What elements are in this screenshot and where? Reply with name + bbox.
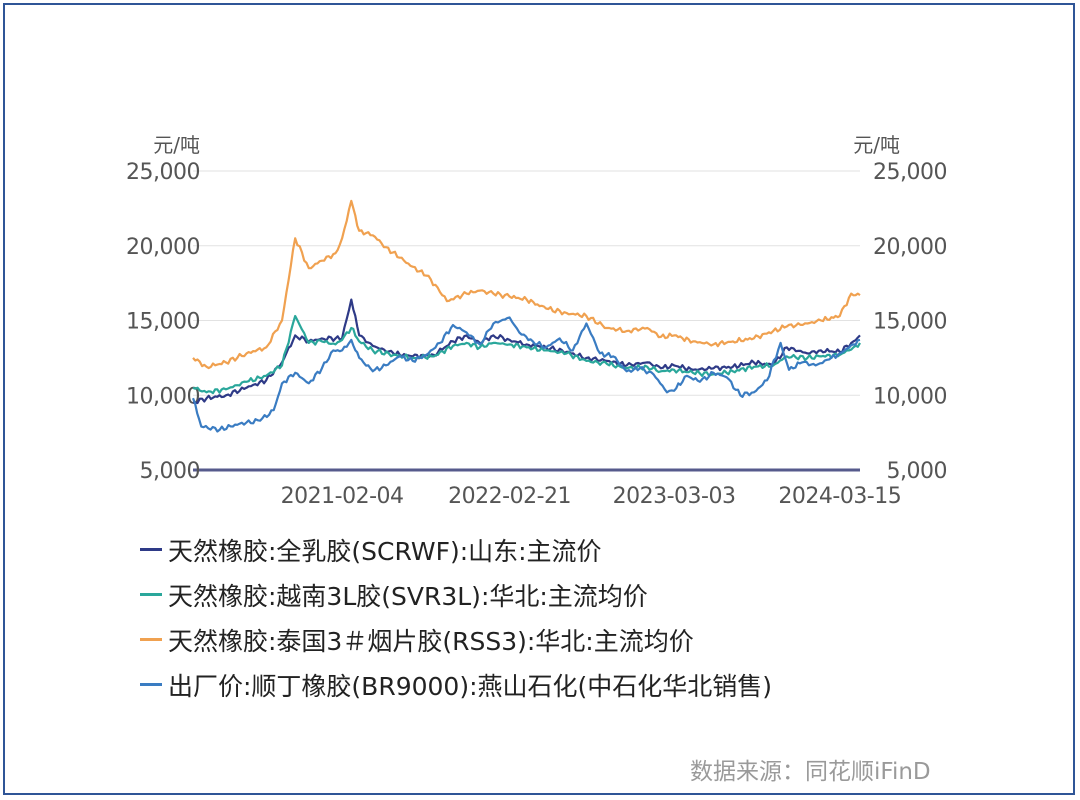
x-tick-label: 2022-02-21 [448, 484, 571, 509]
legend-swatch-rss3 [140, 638, 162, 641]
x-tick-label: 2021-02-04 [281, 484, 404, 509]
figure-frame [3, 3, 1075, 795]
legend-label-scrwf: 天然橡胶:全乳胶(SCRWF):山东:主流价 [168, 536, 602, 566]
legend-swatch-svr3l [140, 593, 162, 596]
right-y-tick-label: 15,000 [873, 310, 947, 335]
legend-label-rss3: 天然橡胶:泰国3＃烟片胶(RSS3):华北:主流均价 [168, 626, 694, 656]
right-y-tick-label: 10,000 [873, 384, 947, 409]
legend: 天然橡胶:全乳胶(SCRWF):山东:主流价 天然橡胶:越南3L胶(SVR3L)… [140, 527, 772, 707]
left-y-tick-label: 20,000 [126, 235, 200, 260]
legend-item-rss3: 天然橡胶:泰国3＃烟片胶(RSS3):华北:主流均价 [140, 617, 772, 662]
left-y-tick-label: 10,000 [126, 384, 200, 409]
x-tick-label: 2023-03-03 [613, 484, 736, 509]
legend-item-scrwf: 天然橡胶:全乳胶(SCRWF):山东:主流价 [140, 527, 772, 572]
series-line-0 [192, 298, 861, 405]
right-y-tick-label: 25,000 [873, 160, 947, 185]
legend-label-svr3l: 天然橡胶:越南3L胶(SVR3L):华北:主流均价 [168, 581, 648, 611]
left-axis-unit: 元/吨 [153, 133, 200, 157]
right-axis-unit: 元/吨 [853, 133, 900, 157]
series-lines [191, 199, 861, 433]
legend-item-br9000: 出厂价:顺丁橡胶(BR9000):燕山石化(中石化华北销售) [140, 662, 772, 707]
gridlines [193, 170, 860, 472]
right-y-tick-label: 5,000 [887, 459, 947, 484]
left-y-tick-label: 5,000 [140, 459, 200, 484]
right-y-axis: 5,000 10,000 15,000 20,000 25,000 [873, 160, 947, 484]
series-line-1 [192, 314, 861, 395]
legend-swatch-br9000 [140, 683, 162, 686]
legend-swatch-scrwf [140, 548, 162, 551]
x-axis: 2021-02-04 2022-02-21 2023-03-03 2024-03-15 [281, 484, 902, 509]
left-y-tick-label: 25,000 [126, 160, 200, 185]
series-line-2 [192, 199, 861, 370]
left-y-tick-label: 15,000 [126, 310, 200, 335]
legend-item-svr3l: 天然橡胶:越南3L胶(SVR3L):华北:主流均价 [140, 572, 772, 617]
x-tick-label: 2024-03-15 [778, 484, 901, 509]
legend-label-br9000: 出厂价:顺丁橡胶(BR9000):燕山石化(中石化华北销售) [168, 671, 773, 701]
right-y-tick-label: 20,000 [873, 235, 947, 260]
series-line-3 [191, 316, 861, 433]
left-y-axis: 5,000 10,000 15,000 20,000 25,000 [126, 160, 200, 484]
data-source-note: 数据来源：同花顺iFinD [690, 759, 931, 785]
